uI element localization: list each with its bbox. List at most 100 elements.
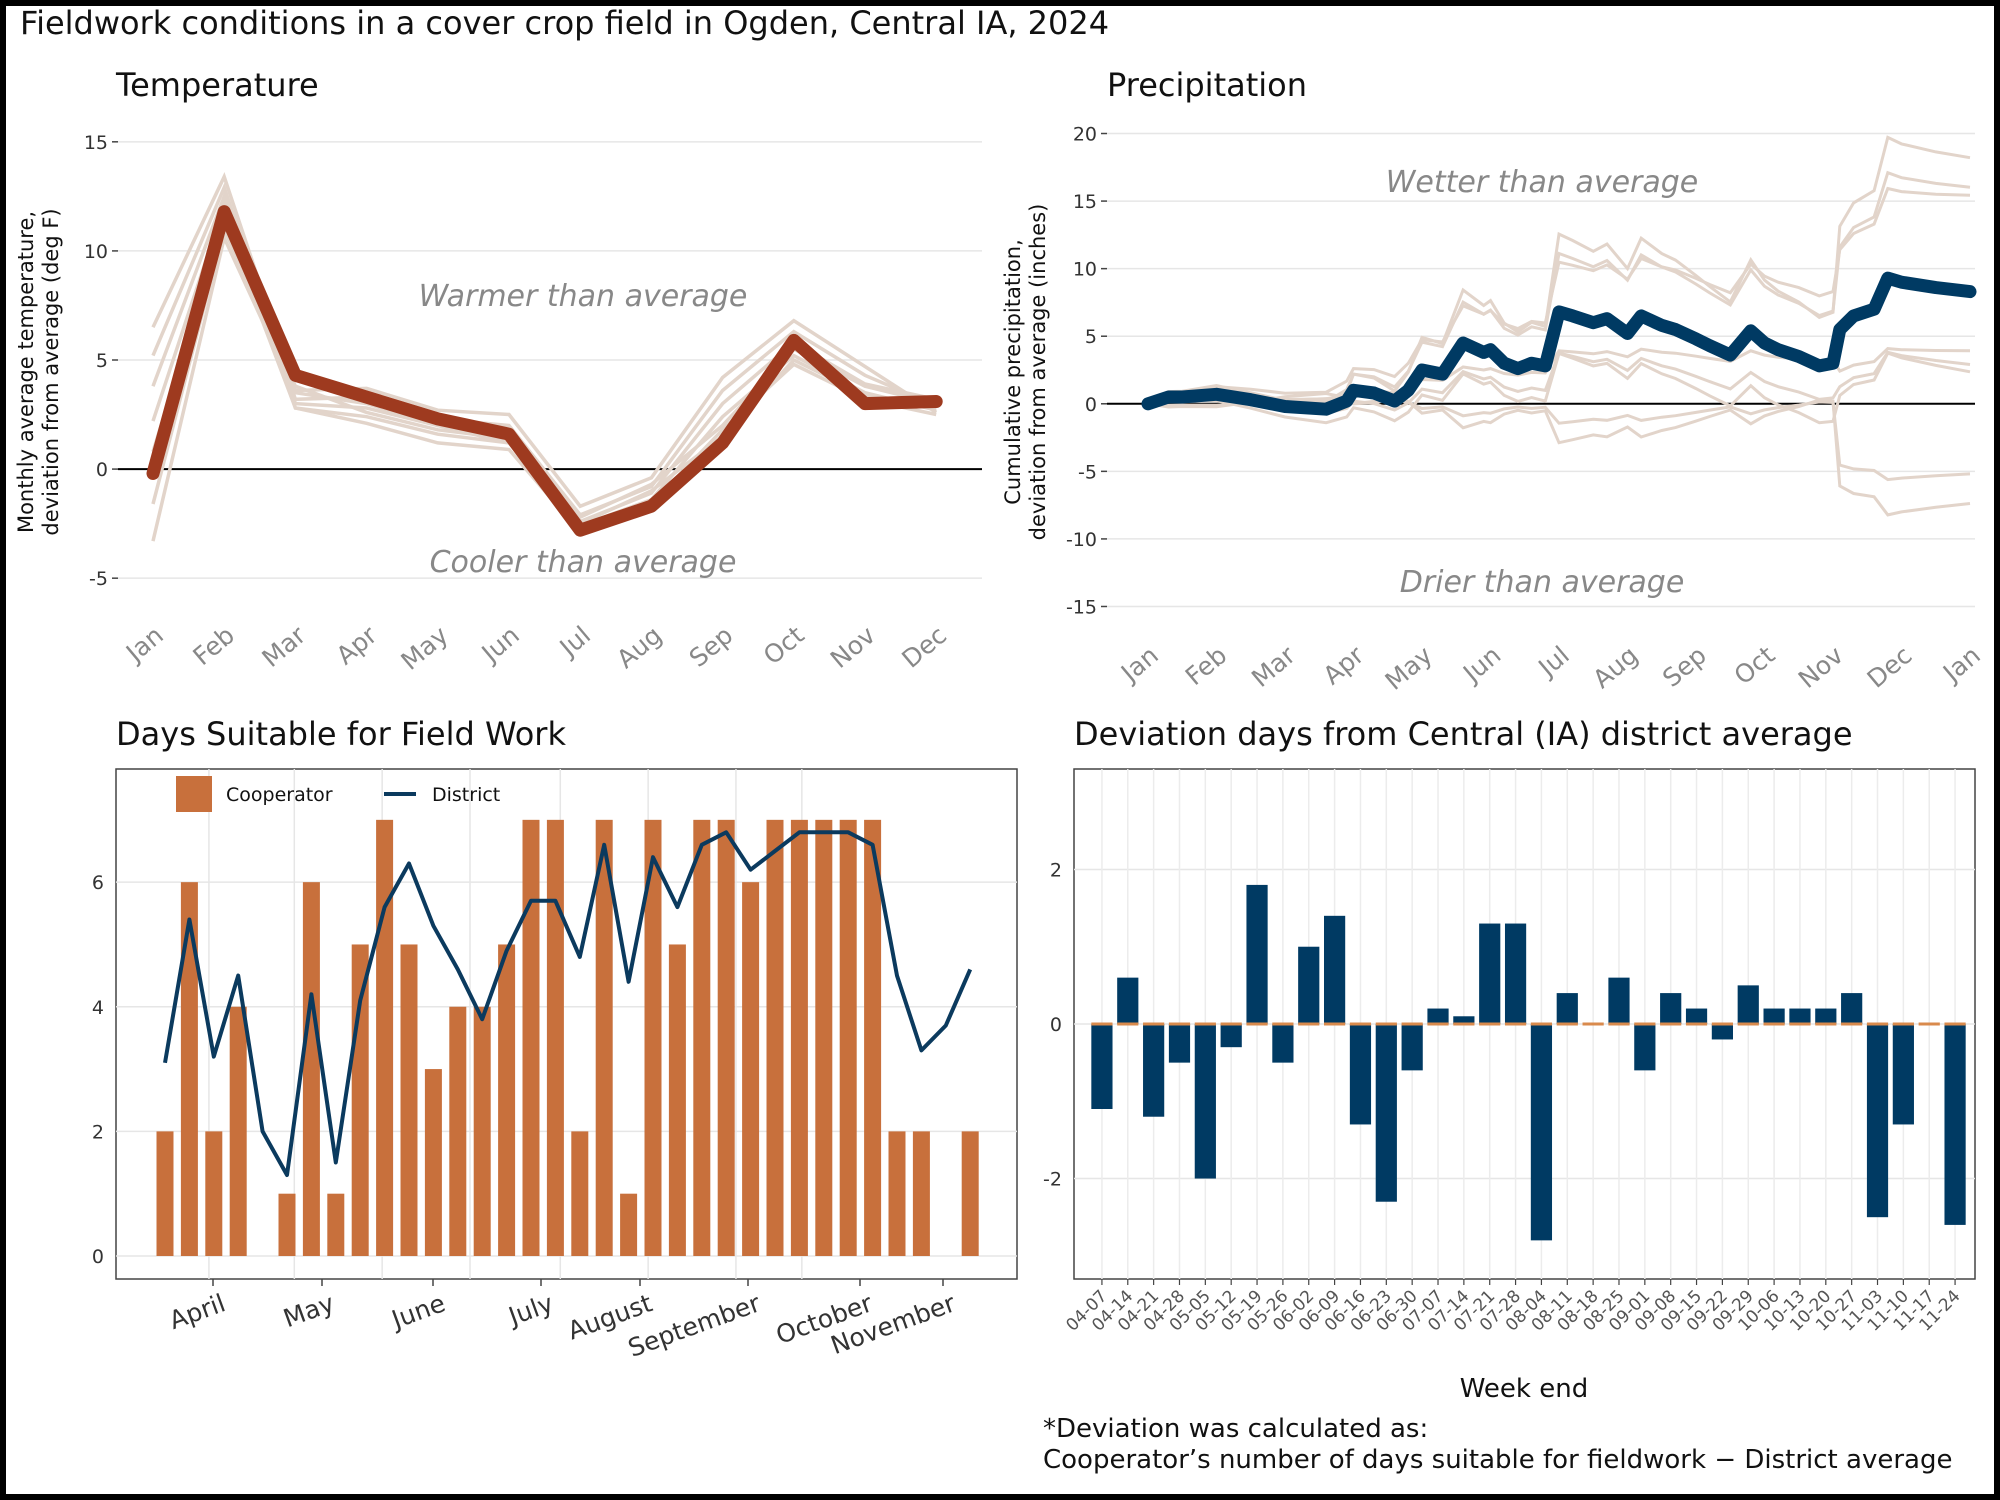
x-tick-label: Aug: [1587, 640, 1643, 694]
series-line-2024: [146, 205, 943, 537]
x-tick-label: April: [165, 1288, 229, 1335]
y-tick-label: 0: [92, 1246, 104, 1268]
cooperator-bar: [620, 1193, 638, 1256]
history-series-line: [1147, 351, 1971, 425]
deviation-bar: [1246, 884, 1268, 1024]
y-tick-label: -5: [89, 568, 108, 590]
deviation-bar: [1841, 993, 1863, 1024]
x-tick-label: Jan: [119, 620, 169, 668]
y-tick-label: 4: [92, 997, 104, 1019]
deviation-bar: [1324, 915, 1346, 1024]
x-tick-label: Apr: [331, 620, 383, 670]
deviation-bar: [1660, 993, 1682, 1024]
cooperator-bar: [815, 819, 833, 1256]
deviation-bar: [1815, 1008, 1837, 1024]
temperature-chart: -5 0 5 10 15 Jan Feb Mar Apr May Jun Jul Aug Sep Oct No…: [14, 132, 982, 676]
deviation-bar: [1763, 1008, 1785, 1024]
deviation-bar: [1530, 1024, 1553, 1241]
x-tick-label: Jul: [553, 620, 596, 663]
cooperator-bar: [742, 882, 760, 1256]
deviation-chart: -20204-0704-1404-2104-2805-0505-1205-190…: [1043, 768, 1976, 1404]
cooperator-bar: [668, 944, 686, 1256]
deviation-bar: [1685, 1008, 1708, 1024]
footnote-line-2: Cooperator’s number of days suitable for…: [1043, 1445, 1952, 1475]
cooperator-bar: [790, 819, 808, 1256]
deviation-bar: [1427, 1008, 1449, 1024]
x-tick-label: Jul: [1532, 640, 1575, 683]
cooperator-bar: [522, 819, 540, 1256]
deviation-bar: [1892, 1024, 1914, 1125]
history-series-line: [1147, 391, 1971, 517]
x-tick-label: Apr: [1318, 640, 1370, 690]
x-tick-label: Sep: [684, 620, 739, 673]
x-tick-label: July: [503, 1288, 557, 1331]
footnote-line-1: *Deviation was calculated as:: [1043, 1414, 1428, 1444]
cooperator-bar: [961, 1131, 979, 1256]
series-line-2024: [1141, 271, 1977, 416]
y-axis-label: Cumulative precipitation,deviation from …: [1001, 204, 1050, 541]
deviation-bar: [1504, 923, 1527, 1024]
deviation-bar: [1272, 1024, 1294, 1063]
precipitation-panel-title: Precipitation: [1107, 66, 1307, 104]
cooperator-bar: [473, 1006, 491, 1256]
cooperator-bar: [912, 1131, 930, 1256]
cooperator-bar: [351, 944, 369, 1256]
y-tick-label: 0: [1050, 1014, 1062, 1036]
y-tick-label: 10: [1073, 259, 1097, 281]
y-tick-label: 15: [84, 132, 108, 154]
cooperator-bar: [205, 1131, 223, 1256]
cooperator-bar: [546, 819, 564, 1256]
cooperator-bar: [302, 882, 320, 1256]
deviation-bar: [1143, 1024, 1165, 1117]
annotation-cooler: Cooler than average: [430, 545, 737, 580]
x-tick-label: May: [395, 620, 453, 676]
y-tick-label: 20: [1073, 124, 1097, 146]
cooperator-bar: [424, 1069, 442, 1256]
cooperator-bar: [595, 819, 613, 1256]
y-tick-label: 2: [1050, 859, 1062, 881]
deviation-bar: [1117, 977, 1139, 1024]
y-tick-label: 2: [92, 1121, 104, 1143]
y-tick-label: -5: [1078, 461, 1097, 483]
deviation-bar: [1453, 1016, 1475, 1024]
cooperator-bar: [180, 882, 198, 1256]
x-tick-label: Jun: [475, 620, 525, 669]
deviation-bar: [1091, 1024, 1113, 1109]
history-series-line: [151, 182, 937, 518]
x-tick-label: Feb: [1180, 640, 1233, 691]
x-tick-label: June: [386, 1288, 449, 1335]
legend-label-cooperator: Cooperator: [226, 784, 333, 806]
history-series-line: [1147, 186, 1971, 406]
y-tick-label: 15: [1073, 191, 1097, 213]
plot-border: [115, 768, 1018, 1280]
deviation-bar: [1789, 1008, 1811, 1024]
cooperator-bar: [717, 819, 735, 1256]
cooperator-bar: [449, 1006, 467, 1256]
cooperator-bar: [498, 944, 516, 1256]
y-tick-label: 5: [96, 350, 108, 372]
deviation-bar: [1634, 1024, 1656, 1071]
deviation-bar: [1479, 923, 1501, 1024]
deviation-bar: [1944, 1024, 1966, 1225]
deviation-bar: [1349, 1024, 1372, 1125]
cooperator-bar: [888, 1131, 906, 1256]
x-tick-label: Nov: [825, 620, 881, 674]
deviation-bar: [1866, 1024, 1889, 1218]
x-tick-label: Oct: [758, 620, 810, 670]
history-series-line: [1147, 170, 1971, 406]
deviation-panel-title: Deviation days from Central (IA) distric…: [1074, 715, 1853, 753]
annotation-warmer: Warmer than average: [419, 279, 748, 314]
deviation-bar: [1737, 985, 1759, 1024]
x-axis-label: Week end: [1460, 1374, 1588, 1404]
x-tick-label: Oct: [1729, 640, 1781, 690]
deviation-bar: [1711, 1024, 1733, 1040]
cooperator-bar: [376, 819, 394, 1256]
x-tick-label: Dec: [896, 620, 952, 673]
y-tick-label: 6: [92, 872, 104, 894]
cooperator-bar: [839, 819, 857, 1256]
x-tick-label: Jan: [1114, 640, 1164, 688]
figure-title: Fieldwork conditions in a cover crop fie…: [20, 4, 1110, 42]
legend-swatch-cooperator: [176, 776, 212, 812]
